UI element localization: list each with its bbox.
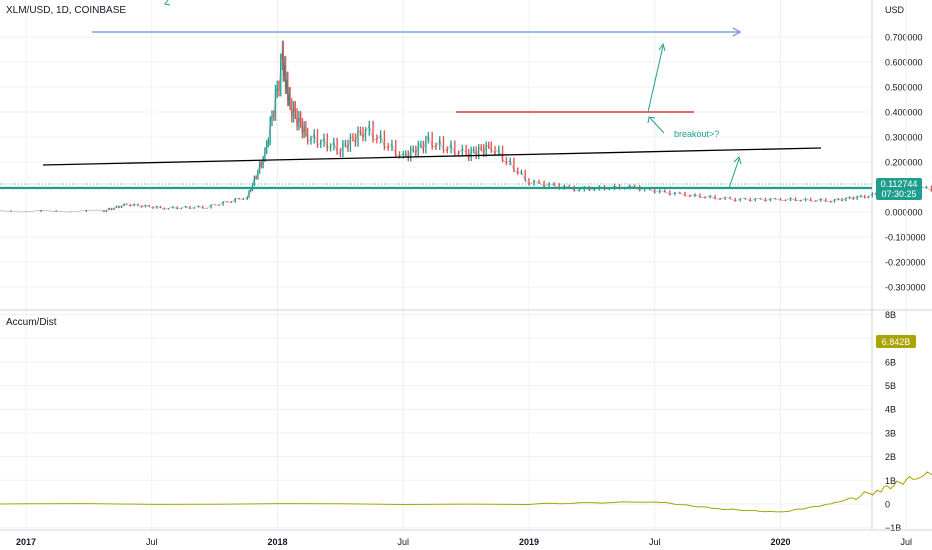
- last-price-tag: [876, 178, 922, 200]
- price-tick-label: 0.700000: [885, 33, 923, 43]
- ad-tick-label: 6B: [885, 357, 896, 367]
- price-tick-label: 0.300000: [885, 133, 923, 143]
- breakout-arrow: [728, 158, 740, 189]
- price-tick-label: 0.500000: [885, 83, 923, 93]
- indicator-title: Accum/Dist: [6, 317, 57, 328]
- price-tick-label: 0.400000: [885, 108, 923, 118]
- time-tick-label: 2019: [519, 537, 539, 547]
- price-tick-label: -0.300000: [885, 283, 926, 293]
- projection-arrowhead: [658, 42, 666, 52]
- ad-tick-label: 1B: [885, 476, 896, 486]
- callout-arrowhead: [647, 116, 656, 124]
- ad-tick-label: −1B: [885, 523, 901, 533]
- price-tick-label: 0.000000: [885, 208, 923, 218]
- price-tick-label: -0.100000: [885, 233, 926, 243]
- ad-last-tag: [876, 335, 916, 348]
- time-tick-label: 2020: [770, 537, 790, 547]
- time-tick-label: Jul: [649, 537, 661, 547]
- trendline-black: [42, 147, 822, 166]
- time-tick-label: 2017: [16, 537, 36, 547]
- breakout-arrowhead: [733, 156, 742, 165]
- time-tick-label: Jul: [900, 537, 912, 547]
- ad-tick-label: 5B: [885, 381, 896, 391]
- price-tick-label: -0.200000: [885, 258, 926, 268]
- currency-label: USD: [885, 5, 905, 15]
- projection-arrow: [647, 45, 664, 113]
- last-price-value: 0.112744: [881, 179, 918, 189]
- annotation-breakout: breakout>?: [674, 129, 719, 139]
- ad-series-line: [0, 471, 932, 513]
- ad-tick-label: 3B: [885, 428, 896, 438]
- price-line: [0, 50, 932, 213]
- price-tick-label: 0.600000: [885, 58, 923, 68]
- ad-last-value: 6.842B: [882, 337, 911, 347]
- top-arrowhead: [164, 0, 171, 6]
- time-tick-label: Jul: [146, 537, 158, 547]
- time-tick-label: Jul: [397, 537, 409, 547]
- time-tick-label: 2018: [267, 537, 287, 547]
- ad-tick-label: 0: [885, 500, 890, 510]
- blue-arrowhead: [732, 27, 742, 37]
- callout-arrow: [649, 117, 665, 134]
- chart-title: XLM/USD, 1D, COINBASE: [6, 5, 127, 16]
- ad-tick-label: 4B: [885, 405, 896, 415]
- ad-tick-label: 2B: [885, 452, 896, 462]
- ad-tick-label: 8B: [885, 310, 896, 320]
- countdown-value: 07:30:25: [881, 189, 916, 199]
- price-tick-label: 0.200000: [885, 158, 923, 168]
